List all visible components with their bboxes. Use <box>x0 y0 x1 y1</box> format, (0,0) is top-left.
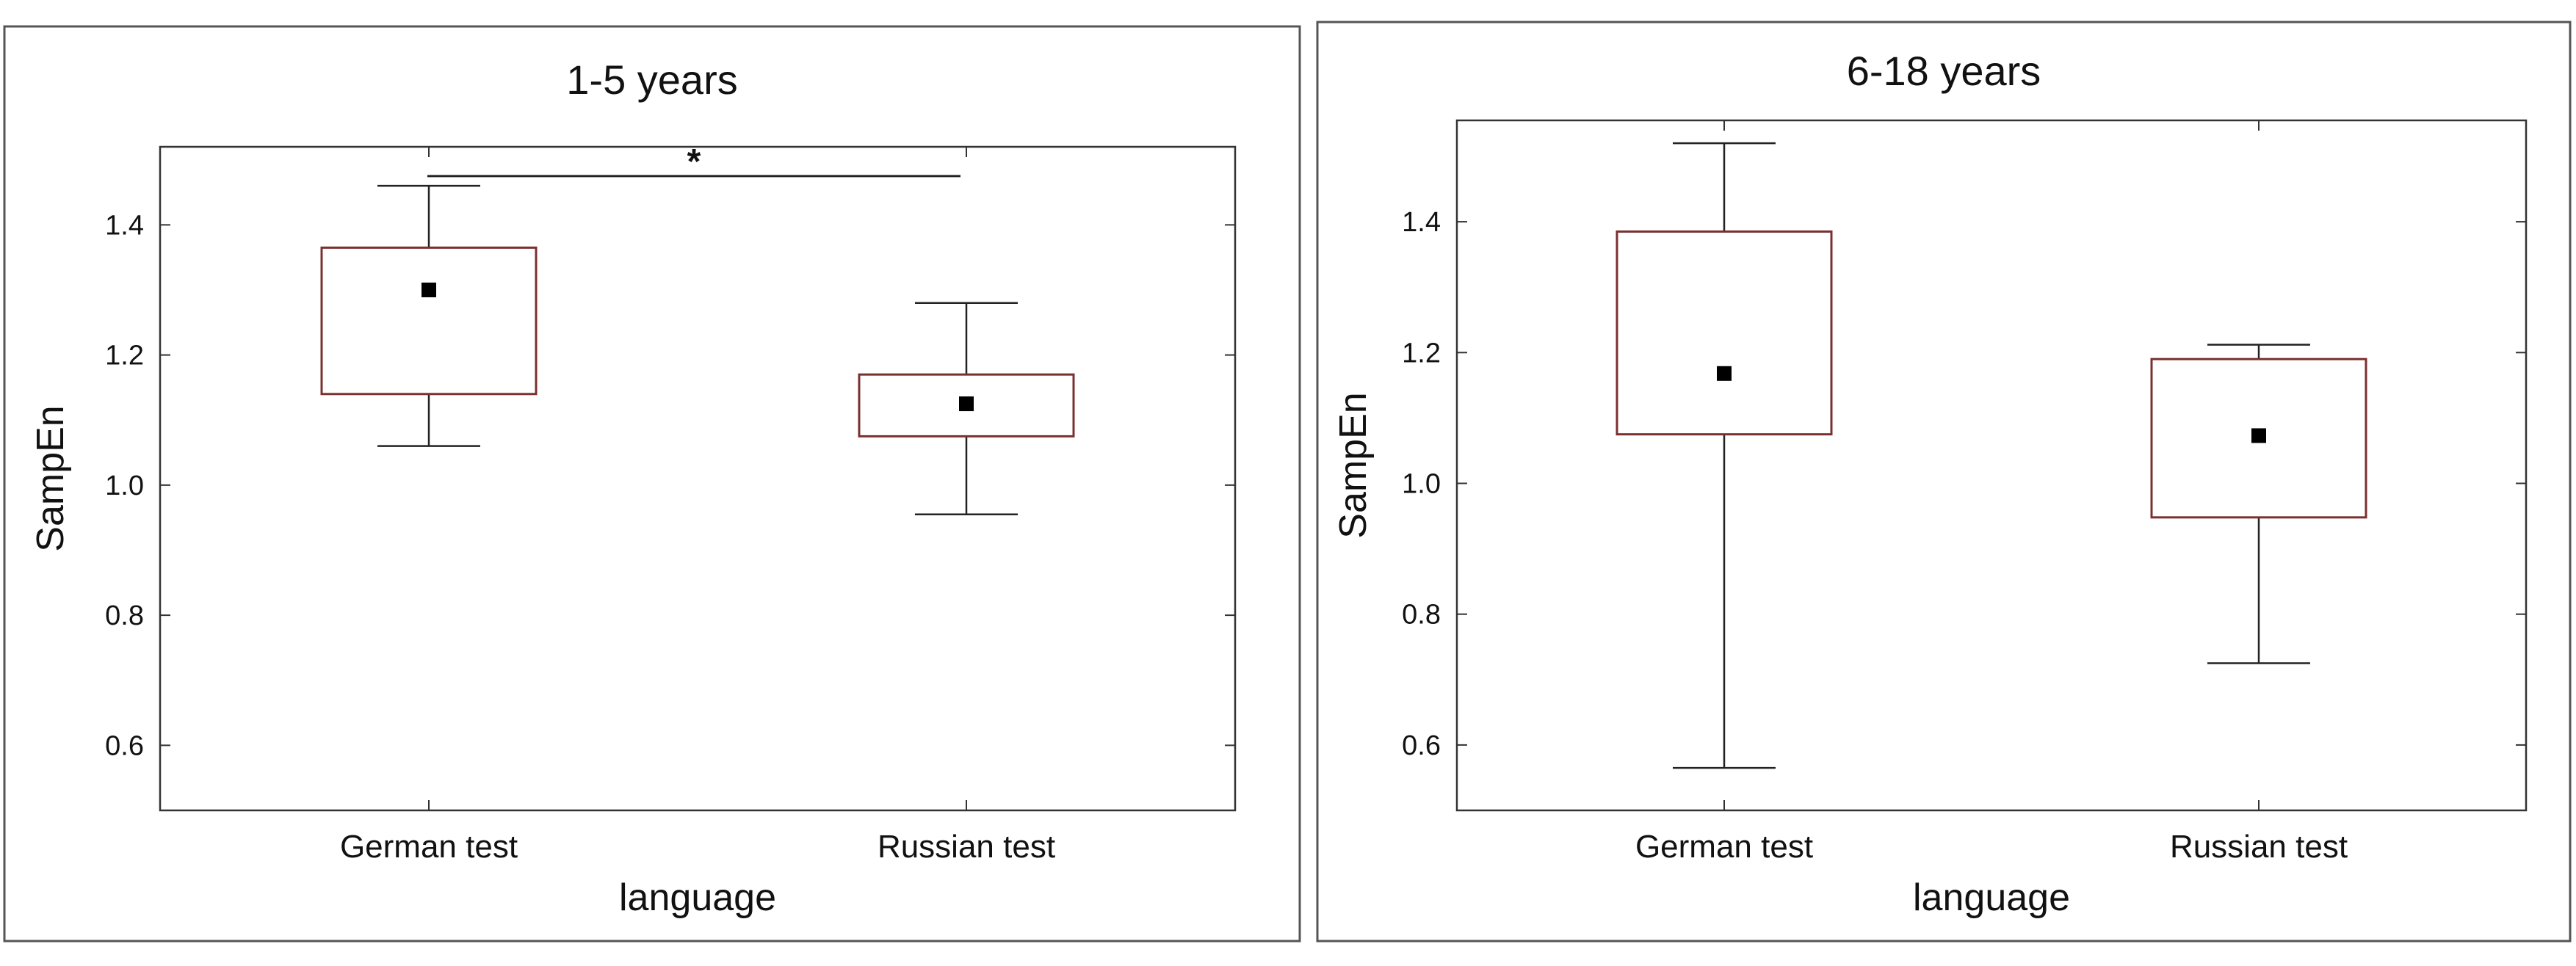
mean-marker <box>1717 366 1732 381</box>
panel-1-5-years: 1-5 years 0.6 0.8 1.0 1.2 1.4 German test Russi… <box>3 25 1301 943</box>
x-axis-label: language <box>619 876 776 919</box>
y-axis-label: SampEn <box>1332 392 1375 538</box>
box-group <box>1616 142 1833 769</box>
y-tick-label: 0.8 <box>1402 600 1441 631</box>
y-tick-label: 1.2 <box>105 341 144 371</box>
y-tick-label: 1.0 <box>105 471 144 501</box>
box-group <box>320 184 538 447</box>
panel-6-18-years: 6-18 years 0.6 0.8 1.0 1.2 1.4 German test Russ… <box>1316 21 2572 943</box>
x-category-label: German test <box>340 829 518 865</box>
plot-area <box>159 145 1237 812</box>
y-axis-label: SampEn <box>29 405 72 551</box>
x-axis-label: language <box>1913 876 2070 919</box>
box-group <box>2150 344 2367 664</box>
x-category-label: Russian test <box>2170 829 2348 865</box>
panel-frame <box>1316 21 2572 943</box>
y-tick-label: 1.0 <box>1402 469 1441 500</box>
x-category-label: Russian test <box>878 829 1055 865</box>
y-tick-label: 1.4 <box>1402 207 1441 238</box>
box-iqr <box>320 246 538 396</box>
mean-marker <box>422 282 436 297</box>
panel-frame <box>3 25 1301 943</box>
chart-title: 6-18 years <box>1847 48 2041 94</box>
mean-marker <box>2251 428 2266 443</box>
y-tick-label: 1.2 <box>1402 338 1441 368</box>
x-category-label: German test <box>1635 829 1813 865</box>
box-iqr <box>1616 230 1833 436</box>
y-tick-label: 0.8 <box>105 600 144 631</box>
plot-area <box>1455 119 2528 812</box>
mean-marker <box>959 396 974 412</box>
box-group <box>858 302 1075 515</box>
y-tick-label: 1.4 <box>105 210 144 241</box>
y-tick-label: 0.6 <box>105 730 144 761</box>
y-tick-label: 0.6 <box>1402 730 1441 761</box>
significance-label: * <box>687 142 701 181</box>
chart-title: 1-5 years <box>566 57 737 103</box>
